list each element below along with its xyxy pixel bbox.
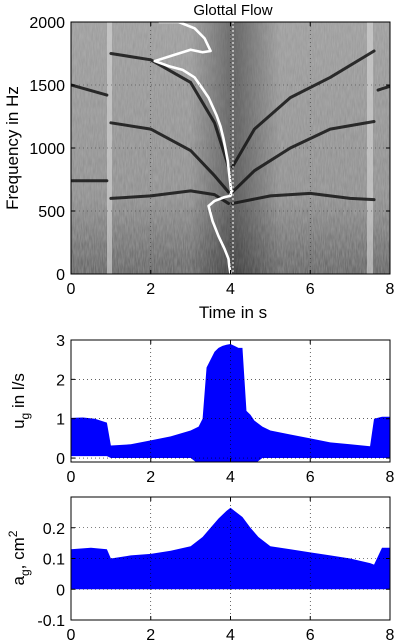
formant-track: [71, 83, 109, 97]
y-tick-label: 0: [56, 582, 65, 599]
flow-panel: 0 2 4 6 8 0 1 2 3 ug in l/s: [9, 333, 395, 486]
grid-lines: [71, 497, 390, 620]
x-tick-label: 8: [386, 627, 395, 643]
y-tick-label: 2: [56, 372, 65, 389]
y-tick-label: 500: [38, 204, 65, 221]
y-tick-label: 0: [56, 267, 65, 284]
area-panel: 0 2 4 6 8-0.100.10.2 ag, cm2: [6, 496, 395, 643]
flow-area: [71, 343, 390, 462]
x-tick-label: 8: [386, 281, 395, 298]
y-tick-label: 1: [56, 412, 65, 429]
x-tick-label: 0: [67, 627, 76, 643]
y-axis-label-main: u: [9, 419, 28, 428]
axis-ticks: 0 2 4 6 8 0 500 1000 1500 2000: [29, 15, 394, 298]
x-tick-label: 8: [386, 469, 395, 486]
x-tick-label: 0: [67, 281, 76, 298]
formant-track: [109, 121, 231, 194]
formant-track: [230, 49, 376, 169]
axis-ticks: 0 2 4 6 8 0 1 2 3: [56, 333, 394, 486]
chart-title: Glottal Flow: [193, 2, 272, 19]
axis-ticks: 0 2 4 6 8-0.100.10.2: [37, 497, 395, 643]
y-axis-label: ag, cm2: [6, 530, 32, 585]
x-tick-label: 4: [226, 281, 235, 298]
formant-track: [109, 189, 231, 205]
x-tick-label: 6: [306, 627, 315, 643]
x-tick-label: 2: [146, 281, 155, 298]
formant-track: [230, 191, 376, 205]
y-axis-label-rest: , cm: [9, 537, 28, 569]
x-tick-label: 2: [146, 627, 155, 643]
formant-track: [376, 84, 390, 92]
y-tick-label: -0.1: [37, 613, 65, 630]
y-tick-label: 1500: [29, 78, 65, 95]
y-axis-label: ug in l/s: [9, 373, 32, 429]
x-tick-label: 2: [146, 469, 155, 486]
y-tick-label: 0: [56, 451, 65, 468]
x-tick-label: 4: [226, 627, 235, 643]
x-tick-label: 4: [226, 469, 235, 486]
y-tick-label: 3: [56, 333, 65, 350]
y-tick-label: 1000: [29, 141, 65, 158]
y-tick-label: 0.2: [43, 521, 65, 538]
x-axis-label: Time in s: [199, 303, 267, 322]
formant-track: [230, 120, 376, 194]
glottal-area: [71, 507, 390, 590]
y-tick-label: 0.1: [43, 552, 65, 569]
x-tick-label: 0: [67, 469, 76, 486]
x-tick-label: 6: [306, 281, 315, 298]
y-axis-label-rest: in l/s: [9, 373, 28, 413]
spectrogram-gap-right: [367, 22, 373, 274]
formant-track: [109, 52, 231, 169]
x-tick-label: 6: [306, 469, 315, 486]
y-axis-label-main: a: [9, 575, 28, 585]
spectrogram-gap-left: [107, 22, 112, 274]
formant-tracks: [71, 49, 390, 205]
y-tick-label: 2000: [29, 15, 65, 32]
y-axis-label: Frequency in Hz: [3, 86, 22, 210]
y-axis-label-sup: 2: [6, 530, 20, 537]
glottal-flow-curve: [153, 22, 233, 274]
spectrogram-panel: 0 2 4 6 8 0 500 1000 1500 2000 Glottal Flow Time …: [3, 2, 395, 322]
y-axis-label-sub: g: [18, 569, 32, 576]
grid-lines: [71, 340, 390, 462]
y-axis-label-sub: g: [18, 413, 32, 420]
